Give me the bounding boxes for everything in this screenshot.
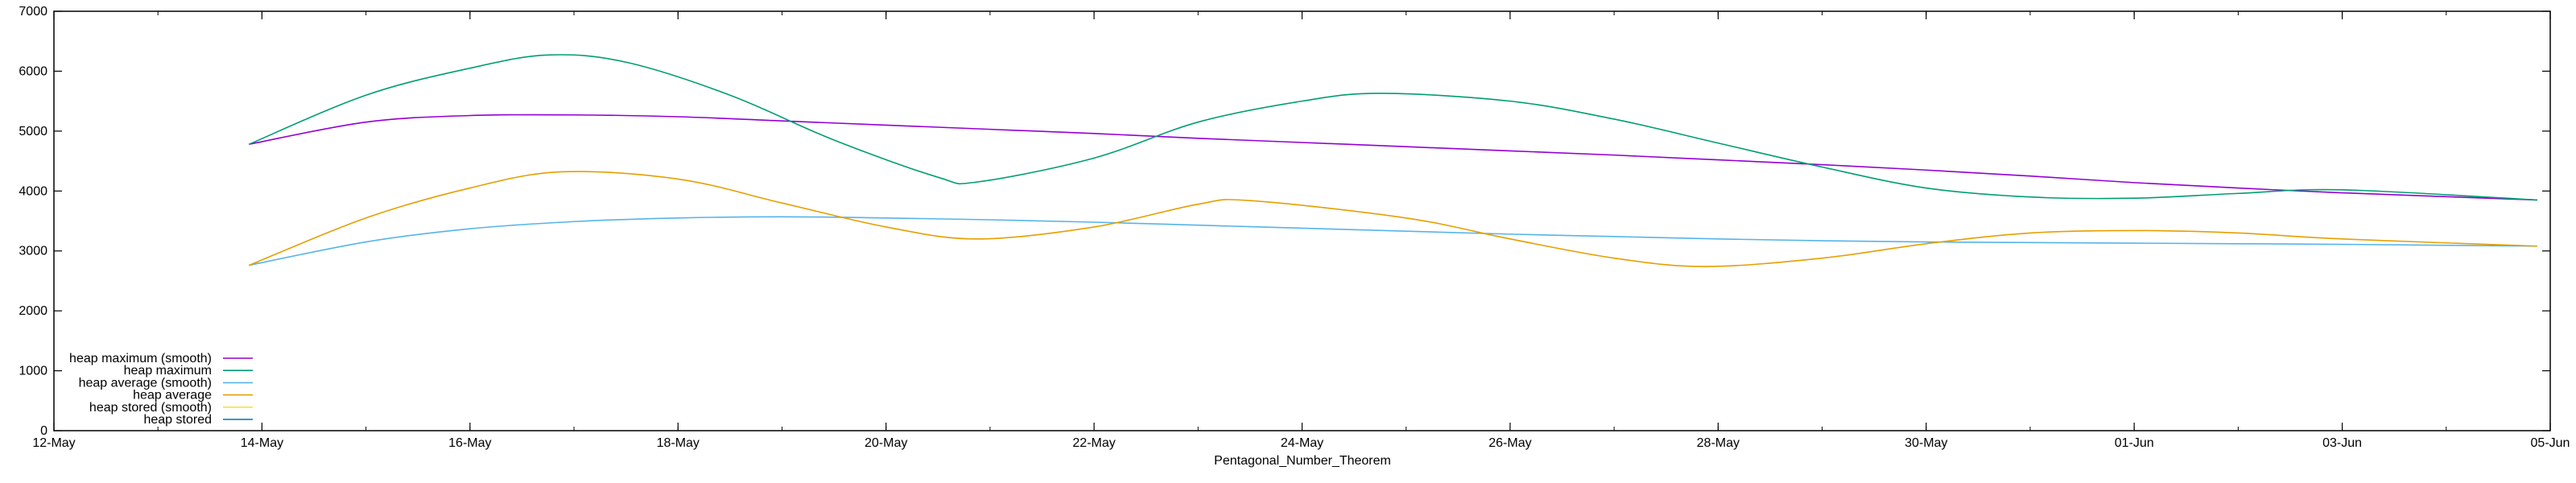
x-tick-label: 12-May (32, 436, 75, 450)
x-tick-label: 20-May (865, 436, 907, 450)
y-tick-label: 5000 (19, 125, 47, 138)
y-tick-label: 0 (40, 424, 47, 438)
legend-label: heap stored (143, 413, 212, 427)
series-line-2 (249, 216, 2537, 266)
x-tick-label: 22-May (1072, 436, 1115, 450)
x-tick-label: 26-May (1488, 436, 1531, 450)
y-axis: 0 1000 2000 3000 4000 5000 6000 7000 (19, 5, 2550, 438)
series-line-3 (248, 171, 2537, 267)
y-tick-label: 7000 (19, 5, 47, 19)
y-tick-label: 2000 (19, 304, 47, 318)
series-line-1 (248, 54, 2537, 201)
x-axis-title: Pentagonal_Number_Theorem (1214, 454, 1391, 468)
x-tick-label: 03-Jun (2322, 436, 2362, 450)
legend-label: heap maximum (124, 364, 212, 378)
legend-label: heap stored (smooth) (89, 401, 212, 415)
x-tick-label: 18-May (657, 436, 700, 450)
y-tick-label: 4000 (19, 184, 47, 198)
series-line-0 (249, 114, 2537, 201)
x-tick-label: 05-Jun (2531, 436, 2570, 450)
x-tick-label: 24-May (1281, 436, 1323, 450)
x-tick-label: 01-Jun (2115, 436, 2154, 450)
x-tick-label: 16-May (448, 436, 491, 450)
x-tick-label: 30-May (1905, 436, 1947, 450)
x-axis: 12-May 14-May 16-May 18-May 20-May 22-May 24-M… (32, 11, 2570, 450)
x-tick-label: 14-May (241, 436, 283, 450)
plot-frame (53, 10, 2551, 431)
x-tick-label: 28-May (1697, 436, 1740, 450)
y-tick-label: 6000 (19, 64, 47, 78)
y-tick-label: 1000 (19, 365, 47, 378)
legend-label: heap maximum (smooth) (69, 352, 212, 365)
legend-label: heap average (133, 389, 212, 402)
legend-label: heap average (smooth) (79, 376, 212, 390)
y-tick-label: 3000 (19, 245, 47, 258)
series-lines (248, 54, 2537, 267)
plot-border (53, 10, 2551, 431)
